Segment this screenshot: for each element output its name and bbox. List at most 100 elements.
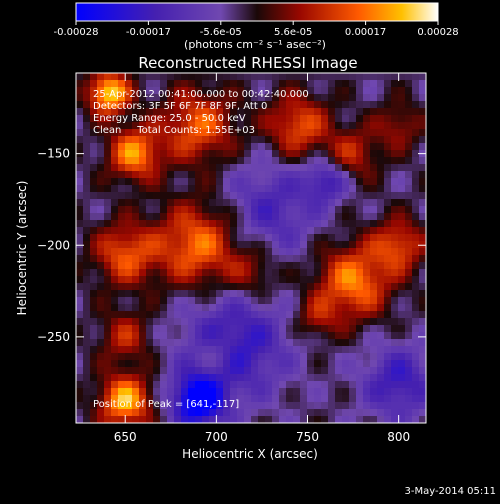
heatmap-cell (412, 80, 420, 88)
heatmap-cell (384, 241, 392, 249)
heatmap-cell (293, 248, 301, 256)
heatmap-cell (321, 304, 329, 312)
heatmap-cell (398, 360, 406, 368)
heatmap-cell (216, 164, 224, 172)
heatmap-cell (356, 276, 364, 284)
heatmap-cell (90, 262, 98, 270)
heatmap-cell (104, 367, 112, 375)
heatmap-cell (251, 220, 259, 228)
heatmap-cell (377, 234, 385, 242)
heatmap-cell (125, 178, 133, 186)
heatmap-cell (83, 402, 91, 410)
heatmap-cell (97, 185, 105, 193)
heatmap-cell (405, 262, 413, 270)
heatmap-cell (181, 206, 189, 214)
heatmap-cell (216, 353, 224, 361)
heatmap-cell (412, 318, 420, 326)
heatmap-cell (153, 185, 161, 193)
heatmap-cell (321, 185, 329, 193)
heatmap-cell (314, 367, 322, 375)
heatmap-cell (321, 276, 329, 284)
heatmap-cell (209, 290, 217, 298)
heatmap-cell (384, 178, 392, 186)
heatmap-cell (363, 143, 371, 151)
heatmap-cell (244, 248, 252, 256)
heatmap-cell (370, 101, 378, 109)
heatmap-cell (111, 220, 119, 228)
heatmap-cell (251, 325, 259, 333)
heatmap-cell (412, 325, 420, 333)
heatmap-cell (391, 108, 399, 116)
heatmap-cell (244, 318, 252, 326)
heatmap-cell (125, 185, 133, 193)
heatmap-cell (307, 87, 315, 95)
heatmap-cell (216, 325, 224, 333)
heatmap-cell (419, 353, 427, 361)
heatmap-cell (90, 164, 98, 172)
heatmap-cell (97, 262, 105, 270)
heatmap-cell (356, 346, 364, 354)
heatmap-cell (370, 94, 378, 102)
heatmap-cell (160, 87, 168, 95)
heatmap-cell (349, 297, 357, 305)
heatmap-cell (398, 297, 406, 305)
heatmap-cell (160, 136, 168, 144)
heatmap-cell (167, 325, 175, 333)
heatmap-cell (363, 409, 371, 417)
heatmap-cell (202, 73, 210, 81)
heatmap-cell (342, 353, 350, 361)
heatmap-cell (202, 367, 210, 375)
heatmap-cell (293, 290, 301, 298)
heatmap-cell (230, 353, 238, 361)
heatmap-cell (153, 129, 161, 137)
heatmap-cell (174, 360, 182, 368)
heatmap-cell (139, 80, 147, 88)
heatmap-cell (181, 108, 189, 116)
heatmap-cell (146, 94, 154, 102)
heatmap-cell (384, 388, 392, 396)
heatmap-cell (349, 269, 357, 277)
heatmap-cell (104, 360, 112, 368)
heatmap-cell (384, 164, 392, 172)
heatmap-cell (370, 416, 378, 424)
heatmap-cell (125, 164, 133, 172)
heatmap-cell (244, 381, 252, 389)
heatmap-cell (153, 80, 161, 88)
annotation-block: 25-Apr-2012 00:41:00.000 to 00:42:40.000… (93, 89, 309, 136)
heatmap-cell (237, 136, 245, 144)
heatmap-cell (377, 157, 385, 165)
heatmap-cell (370, 241, 378, 249)
heatmap-cell (405, 101, 413, 109)
heatmap-cell (90, 157, 98, 165)
heatmap-cell (104, 269, 112, 277)
heatmap-cell (258, 234, 266, 242)
heatmap-cell (293, 101, 301, 109)
heatmap-cell (272, 87, 280, 95)
heatmap-cell (251, 332, 259, 340)
heatmap-cell (195, 283, 203, 291)
heatmap-cell (244, 234, 252, 242)
heatmap-cell (174, 136, 182, 144)
heatmap-cell (398, 164, 406, 172)
heatmap-cell (244, 136, 252, 144)
heatmap-cell (363, 297, 371, 305)
heatmap-cell (160, 241, 168, 249)
heatmap-cell (181, 318, 189, 326)
heatmap-cell (216, 276, 224, 284)
heatmap-cell (167, 332, 175, 340)
heatmap-cell (314, 80, 322, 88)
heatmap-cell (328, 381, 336, 389)
heatmap-cell (125, 262, 133, 270)
heatmap-cell (363, 304, 371, 312)
heatmap-cell (237, 150, 245, 158)
heatmap-cell (342, 395, 350, 403)
heatmap-cell (216, 241, 224, 249)
heatmap-cell (83, 353, 91, 361)
heatmap-cell (419, 255, 427, 263)
heatmap-cell (223, 262, 231, 270)
heatmap-cell (370, 206, 378, 214)
heatmap-cell (167, 164, 175, 172)
heatmap-cell (272, 220, 280, 228)
heatmap-cell (412, 255, 420, 263)
heatmap-cell (321, 388, 329, 396)
